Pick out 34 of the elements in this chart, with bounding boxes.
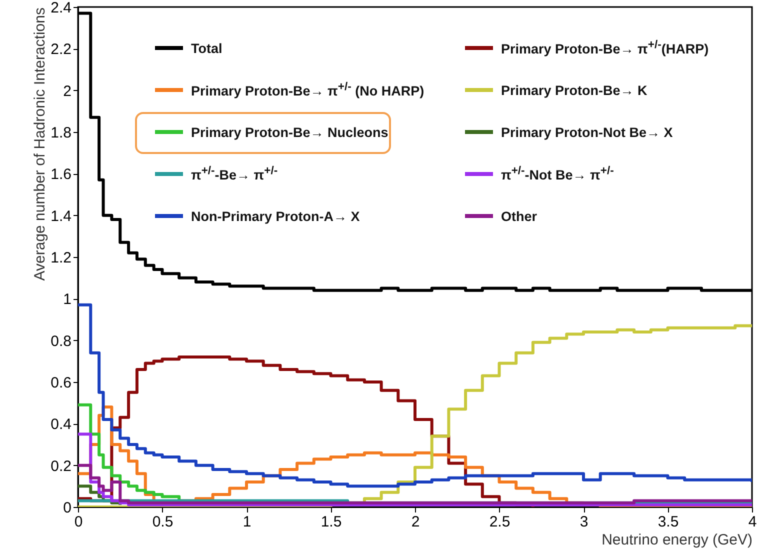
- legend-label: π$^{+/-}$-Not Be→ π$^{+/-}$: [501, 165, 614, 183]
- y-tick-label: 0.4: [50, 416, 72, 434]
- y-tick-label: 1.2: [50, 250, 72, 266]
- legend-label: Primary Proton-Be→ Nucleons: [191, 124, 388, 140]
- y-tick-label: 1.4: [50, 208, 72, 225]
- x-tick-label: 3: [580, 514, 588, 530]
- legend-label: π$^{+/-}$-Be→ π$^{+/-}$: [191, 165, 278, 183]
- legend-label: Primary Proton-Be→ π$^{+/-}$ (No HARP): [191, 81, 424, 99]
- legend-label: Primary Proton-Not Be→ X: [501, 124, 673, 140]
- legend-label: Non-Primary Proton-A→ X: [191, 208, 360, 224]
- legend-label: Primary Proton-Be→ π$^{+/-}$(HARP): [501, 39, 709, 57]
- y-tick-label: 1: [63, 291, 72, 308]
- legend-label: Primary Proton-Be→ K: [501, 82, 648, 98]
- x-tick-label: 0: [74, 514, 83, 530]
- y-tick-label: 0.8: [50, 332, 72, 350]
- x-tick-label: 4: [748, 514, 757, 530]
- y-tick-label: 0.6: [50, 374, 72, 392]
- x-tick-label: 2.5: [489, 514, 510, 530]
- x-tick-label: 1: [242, 514, 252, 530]
- x-tick-label: 3.5: [658, 514, 679, 530]
- legend-label: Other: [501, 208, 538, 224]
- x-tick-label: 1.5: [320, 514, 342, 530]
- y-axis-title: Average number of Hadronic Interactions: [32, 8, 49, 281]
- x-tick-label: 0.5: [152, 514, 174, 530]
- y-tick-label: 2.2: [50, 41, 72, 58]
- y-tick-label: 2.4: [50, 0, 72, 16]
- x-tick-label: 2: [411, 514, 420, 530]
- y-tick-label: 0.2: [50, 458, 72, 475]
- y-tick-label: 1.6: [50, 166, 72, 184]
- y-tick-label: 2: [63, 82, 72, 100]
- y-tick-label: 1.8: [50, 124, 72, 142]
- legend-label: Total: [191, 40, 222, 56]
- x-axis-title: Neutrino energy (GeV): [602, 532, 752, 548]
- y-tick-label: 0: [63, 500, 72, 516]
